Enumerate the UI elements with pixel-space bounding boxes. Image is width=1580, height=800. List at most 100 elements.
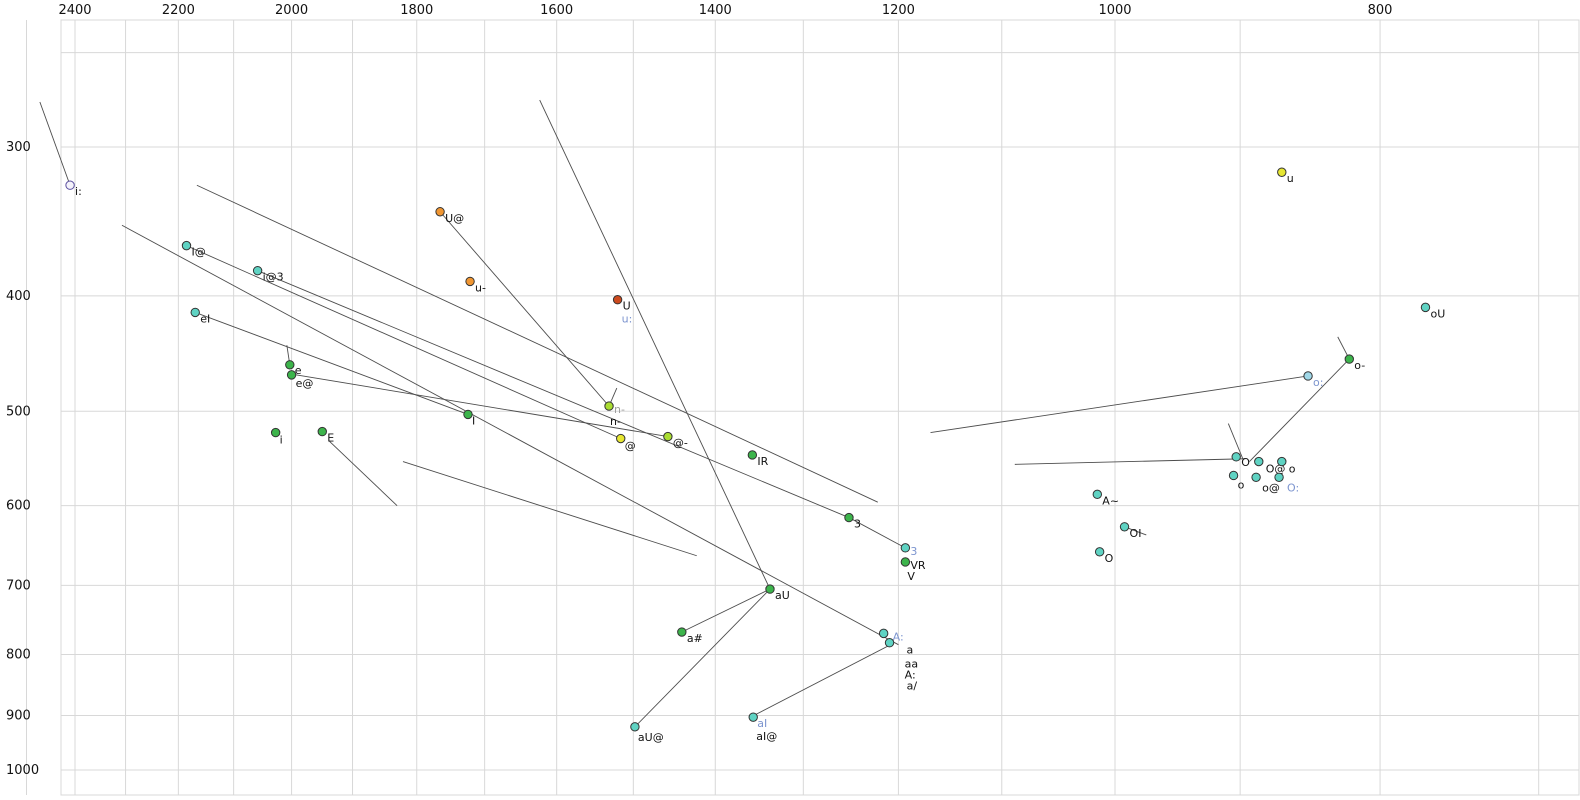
point-label-O: O bbox=[1241, 456, 1250, 469]
y-tick-label-900: 900 bbox=[6, 708, 31, 723]
data-point-u bbox=[1277, 167, 1287, 177]
data-point-I bbox=[463, 409, 473, 420]
x-tick-label-800: 800 bbox=[1368, 3, 1393, 18]
point-label-@: @ bbox=[625, 440, 636, 453]
data-point-O@ bbox=[1254, 456, 1264, 467]
trajectory-line-5 bbox=[257, 270, 850, 518]
x-tick-label-1400: 1400 bbox=[699, 3, 732, 18]
point-label-aI@: aI@ bbox=[756, 730, 777, 743]
point-label-i@3: i@3 bbox=[263, 271, 284, 284]
data-point-o- bbox=[1344, 354, 1354, 364]
trajectory-line-15 bbox=[1249, 358, 1350, 462]
point-label-e@: e@ bbox=[296, 377, 314, 390]
point-label-o-: o- bbox=[1354, 359, 1365, 372]
free-label-n-: n- bbox=[610, 415, 621, 428]
y-tick-label-700: 700 bbox=[6, 578, 31, 593]
x-tick-label-1200: 1200 bbox=[882, 3, 915, 18]
data-point-3 bbox=[844, 512, 854, 523]
data-point-o: bbox=[1303, 371, 1313, 381]
trajectory-line-12 bbox=[1014, 458, 1246, 465]
data-point-I@ bbox=[181, 240, 192, 251]
trajectory-line-7 bbox=[195, 311, 469, 415]
data-point-o bbox=[1228, 470, 1239, 481]
x-tick-label-1600: 1600 bbox=[540, 3, 573, 18]
trajectory-line-6 bbox=[186, 245, 621, 439]
point-label-e: e bbox=[295, 364, 302, 377]
y-tick-label-800: 800 bbox=[6, 647, 31, 662]
point-label-o: o bbox=[1289, 463, 1296, 476]
point-label-VR: VR bbox=[910, 559, 926, 572]
trajectory-line-18 bbox=[634, 588, 771, 728]
data-point-O bbox=[1094, 547, 1105, 557]
data-point-i@3 bbox=[252, 265, 263, 276]
point-label-U@: U@ bbox=[445, 212, 464, 225]
x-tick-label-2400: 2400 bbox=[58, 3, 91, 18]
point-label-O:: O: bbox=[1287, 481, 1299, 494]
point-label-A~: A~ bbox=[1102, 494, 1119, 507]
data-point-VR bbox=[900, 557, 911, 567]
free-label-u:: u: bbox=[622, 313, 633, 326]
point-label-eI: eI bbox=[200, 312, 210, 325]
point-label-a: a bbox=[907, 644, 914, 657]
trajectory-line-3 bbox=[439, 211, 610, 407]
data-point-aU bbox=[765, 584, 775, 594]
point-label-3: 3 bbox=[854, 518, 861, 531]
trajectory-line-14 bbox=[1227, 423, 1244, 459]
x-tick-label-2000: 2000 bbox=[275, 3, 308, 18]
data-point-e@ bbox=[286, 370, 297, 380]
point-label-I: I bbox=[472, 414, 475, 427]
point-label-oU: oU bbox=[1430, 307, 1445, 320]
data-point-@- bbox=[663, 431, 673, 442]
data-point-U bbox=[612, 295, 623, 305]
y-tick-label-500: 500 bbox=[6, 404, 31, 419]
data-point-oU bbox=[1420, 302, 1431, 313]
data-point-a# bbox=[677, 627, 687, 637]
free-label-a/: a/ bbox=[907, 679, 918, 692]
point-label-OI: OI bbox=[1130, 527, 1142, 540]
data-point-n- bbox=[604, 401, 614, 411]
point-label-u: u bbox=[1287, 172, 1294, 185]
data-point-O bbox=[1231, 452, 1241, 462]
point-label-u-: u- bbox=[475, 281, 486, 294]
trajectory-line-0 bbox=[39, 101, 71, 186]
x-tick-label-1000: 1000 bbox=[1098, 3, 1131, 18]
data-point-A~ bbox=[1092, 489, 1103, 500]
x-tick-label-2200: 2200 bbox=[162, 3, 195, 18]
trajectory-line-20 bbox=[848, 517, 906, 549]
y-tick-label-400: 400 bbox=[6, 289, 31, 304]
free-label-aI: aI bbox=[757, 717, 767, 730]
free-label-V: V bbox=[907, 570, 915, 583]
point-label-i: i bbox=[280, 434, 283, 447]
point-label-a#: a# bbox=[687, 632, 703, 645]
point-label-O: O bbox=[1105, 552, 1114, 565]
point-label-U: U bbox=[623, 300, 631, 313]
data-point-i bbox=[270, 427, 281, 438]
point-label-o:: o: bbox=[1313, 376, 1323, 389]
trajectory-line-10 bbox=[402, 461, 697, 557]
point-label-n-: n- bbox=[614, 403, 625, 416]
point-label-A:: A: bbox=[893, 630, 904, 643]
data-point-O: bbox=[1274, 472, 1284, 482]
data-point-i: bbox=[65, 180, 75, 190]
data-point-aI@ bbox=[748, 712, 758, 722]
point-label-aU: aU bbox=[775, 589, 790, 602]
data-point-OI bbox=[1119, 522, 1130, 532]
trajectory-line-8 bbox=[289, 373, 668, 437]
data-point-3 bbox=[900, 543, 911, 553]
point-label-I@: I@ bbox=[191, 246, 205, 259]
point-label-o: o bbox=[1238, 478, 1245, 491]
free-label-A:: A: bbox=[905, 668, 916, 681]
data-point-e bbox=[285, 360, 295, 370]
trajectory-line-19 bbox=[681, 588, 771, 633]
data-point-o@ bbox=[1251, 472, 1261, 482]
trajectory-line-4 bbox=[539, 99, 771, 590]
free-label-aa: aa bbox=[905, 657, 918, 670]
trajectory-line-2 bbox=[121, 224, 899, 646]
point-label-3: 3 bbox=[910, 545, 917, 558]
trajectory-line-11 bbox=[930, 375, 1309, 434]
data-point-aU@ bbox=[630, 722, 640, 732]
data-point-o bbox=[1277, 456, 1287, 467]
point-label-@-: @- bbox=[673, 437, 688, 450]
